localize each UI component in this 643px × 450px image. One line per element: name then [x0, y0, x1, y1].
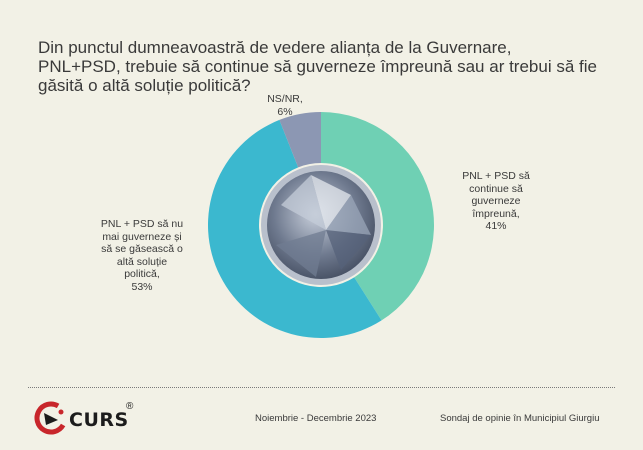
slice-label-line: 6%	[277, 105, 293, 118]
chart-title-line-1: Din punctul dumneavoastră de vedere alia…	[38, 38, 512, 57]
globe-facet	[276, 230, 326, 277]
slice-label-line: PNL + PSD să nu	[100, 218, 184, 230]
survey-source: Sondaj de opinie în Municipiul Giurgiu	[440, 413, 600, 424]
globe-facet	[311, 175, 351, 230]
slice-label-not-continue: PNL + PSD să nu mai guverneze și să se găs…	[88, 218, 196, 293]
globe-facet	[281, 175, 326, 230]
curs-logo-icon	[34, 401, 68, 435]
slice-label-line: împreună,	[472, 207, 520, 220]
chart-title: Din punctul dumneavoastră de vedere alia…	[38, 38, 598, 95]
slice-continue	[321, 112, 434, 321]
slice-label-line: politică,	[124, 268, 160, 280]
slice-label-line: altă soluție	[116, 255, 168, 268]
slice-nsnr	[279, 112, 321, 168]
slice-label-line: PNL + PSD să	[462, 170, 530, 182]
logo-text: CURS	[69, 409, 129, 431]
slice-label-line: 53%	[131, 280, 153, 293]
survey-period: Noiembrie - Decembrie 2023	[255, 413, 377, 424]
slice-not-continue	[207, 119, 382, 338]
slice-label-line: să se găsească o	[101, 243, 183, 255]
chart-title-line-2: PNL+PSD, trebuie să continue să guvernez…	[38, 57, 597, 76]
footer-divider	[28, 387, 615, 388]
globe-facet	[326, 230, 371, 270]
slice-label-continue: PNL + PSD să continue să guverneze împreună…	[452, 170, 540, 233]
slice-label-line: 41%	[485, 220, 507, 232]
center-globe-decoration	[261, 165, 381, 285]
slice-label-nsnr: NS/NR, 6%	[255, 93, 315, 118]
chart-title-line-3: găsită o altă soluție politică?	[38, 76, 251, 95]
slice-label-line: NS/NR,	[267, 93, 303, 105]
slice-label-line: guverneze	[471, 195, 521, 207]
slice-label-line: continue să	[469, 182, 523, 195]
slice-label-line: mai guverneze și	[102, 230, 182, 243]
logo-registered-mark: ®	[126, 401, 134, 412]
globe-facet	[326, 195, 371, 235]
